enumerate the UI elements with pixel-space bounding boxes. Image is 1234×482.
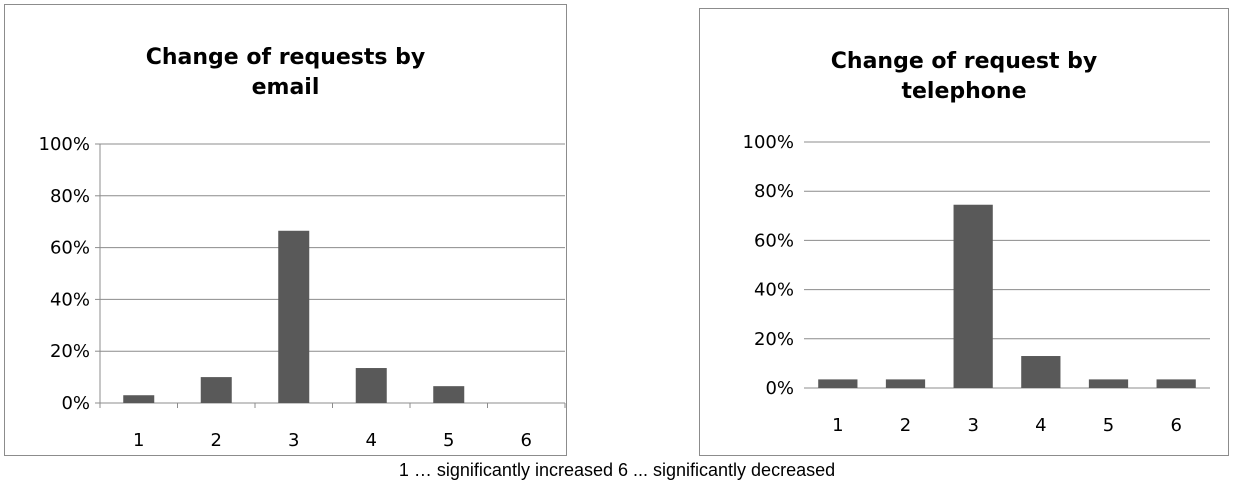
x-tick-label: 4: [366, 430, 377, 451]
bar: [953, 204, 993, 388]
x-tick-label: 3: [967, 415, 978, 436]
x-tick-label: 2: [211, 430, 222, 451]
x-tick-label: 3: [288, 430, 299, 451]
x-tick-label: 6: [521, 430, 532, 451]
bar: [355, 368, 387, 403]
x-tick-label: 6: [1170, 415, 1181, 436]
bar: [433, 386, 465, 403]
bar: [1021, 356, 1061, 388]
bar: [885, 379, 926, 388]
y-tick-label: 0%: [765, 378, 794, 399]
y-tick-label: 0%: [61, 393, 90, 414]
chart-plot-telephone: 0% 20% 40% 60% 80% 100% 1 2 3 4 5 6: [743, 132, 1210, 436]
y-tick-label: 40%: [50, 289, 90, 310]
y-tick-label: 60%: [50, 238, 90, 259]
x-tick-label: 1: [832, 415, 843, 436]
y-tick-label: 40%: [754, 280, 794, 301]
scale-caption: 1 … significantly increased 6 ... signif…: [398, 460, 836, 480]
x-tick-label: 5: [1103, 415, 1114, 436]
chart-title-email: Change of requests by email: [145, 45, 426, 100]
y-tick-label: 20%: [754, 329, 794, 350]
bar: [818, 379, 858, 388]
bar: [123, 395, 155, 403]
y-tick-label: 100%: [39, 134, 90, 155]
chart-panel-telephone: Change of request by telephone 0% 20% 40% 6…: [699, 8, 1229, 456]
x-tick-label: 5: [443, 430, 454, 451]
bar: [278, 230, 310, 403]
y-tick-label: 60%: [754, 230, 794, 251]
chart-plot-email: 0% 20% 40% 60% 80% 100% 1 2 3 4 5 6: [39, 134, 566, 451]
bar: [200, 377, 232, 403]
x-tick-label: 1: [133, 430, 144, 451]
x-tick-label: 2: [900, 415, 911, 436]
bar: [1156, 379, 1196, 388]
chart-panel-email: Change of requests by email 0% 20% 40% 60% 8…: [4, 4, 567, 456]
chart-title-telephone: Change of request by telephone: [830, 49, 1098, 104]
y-tick-label: 20%: [50, 341, 90, 362]
x-tick-label: 4: [1035, 415, 1046, 436]
y-tick-label: 100%: [743, 132, 794, 153]
y-tick-label: 80%: [754, 181, 794, 202]
bar: [1088, 379, 1129, 388]
y-tick-label: 80%: [50, 186, 90, 207]
